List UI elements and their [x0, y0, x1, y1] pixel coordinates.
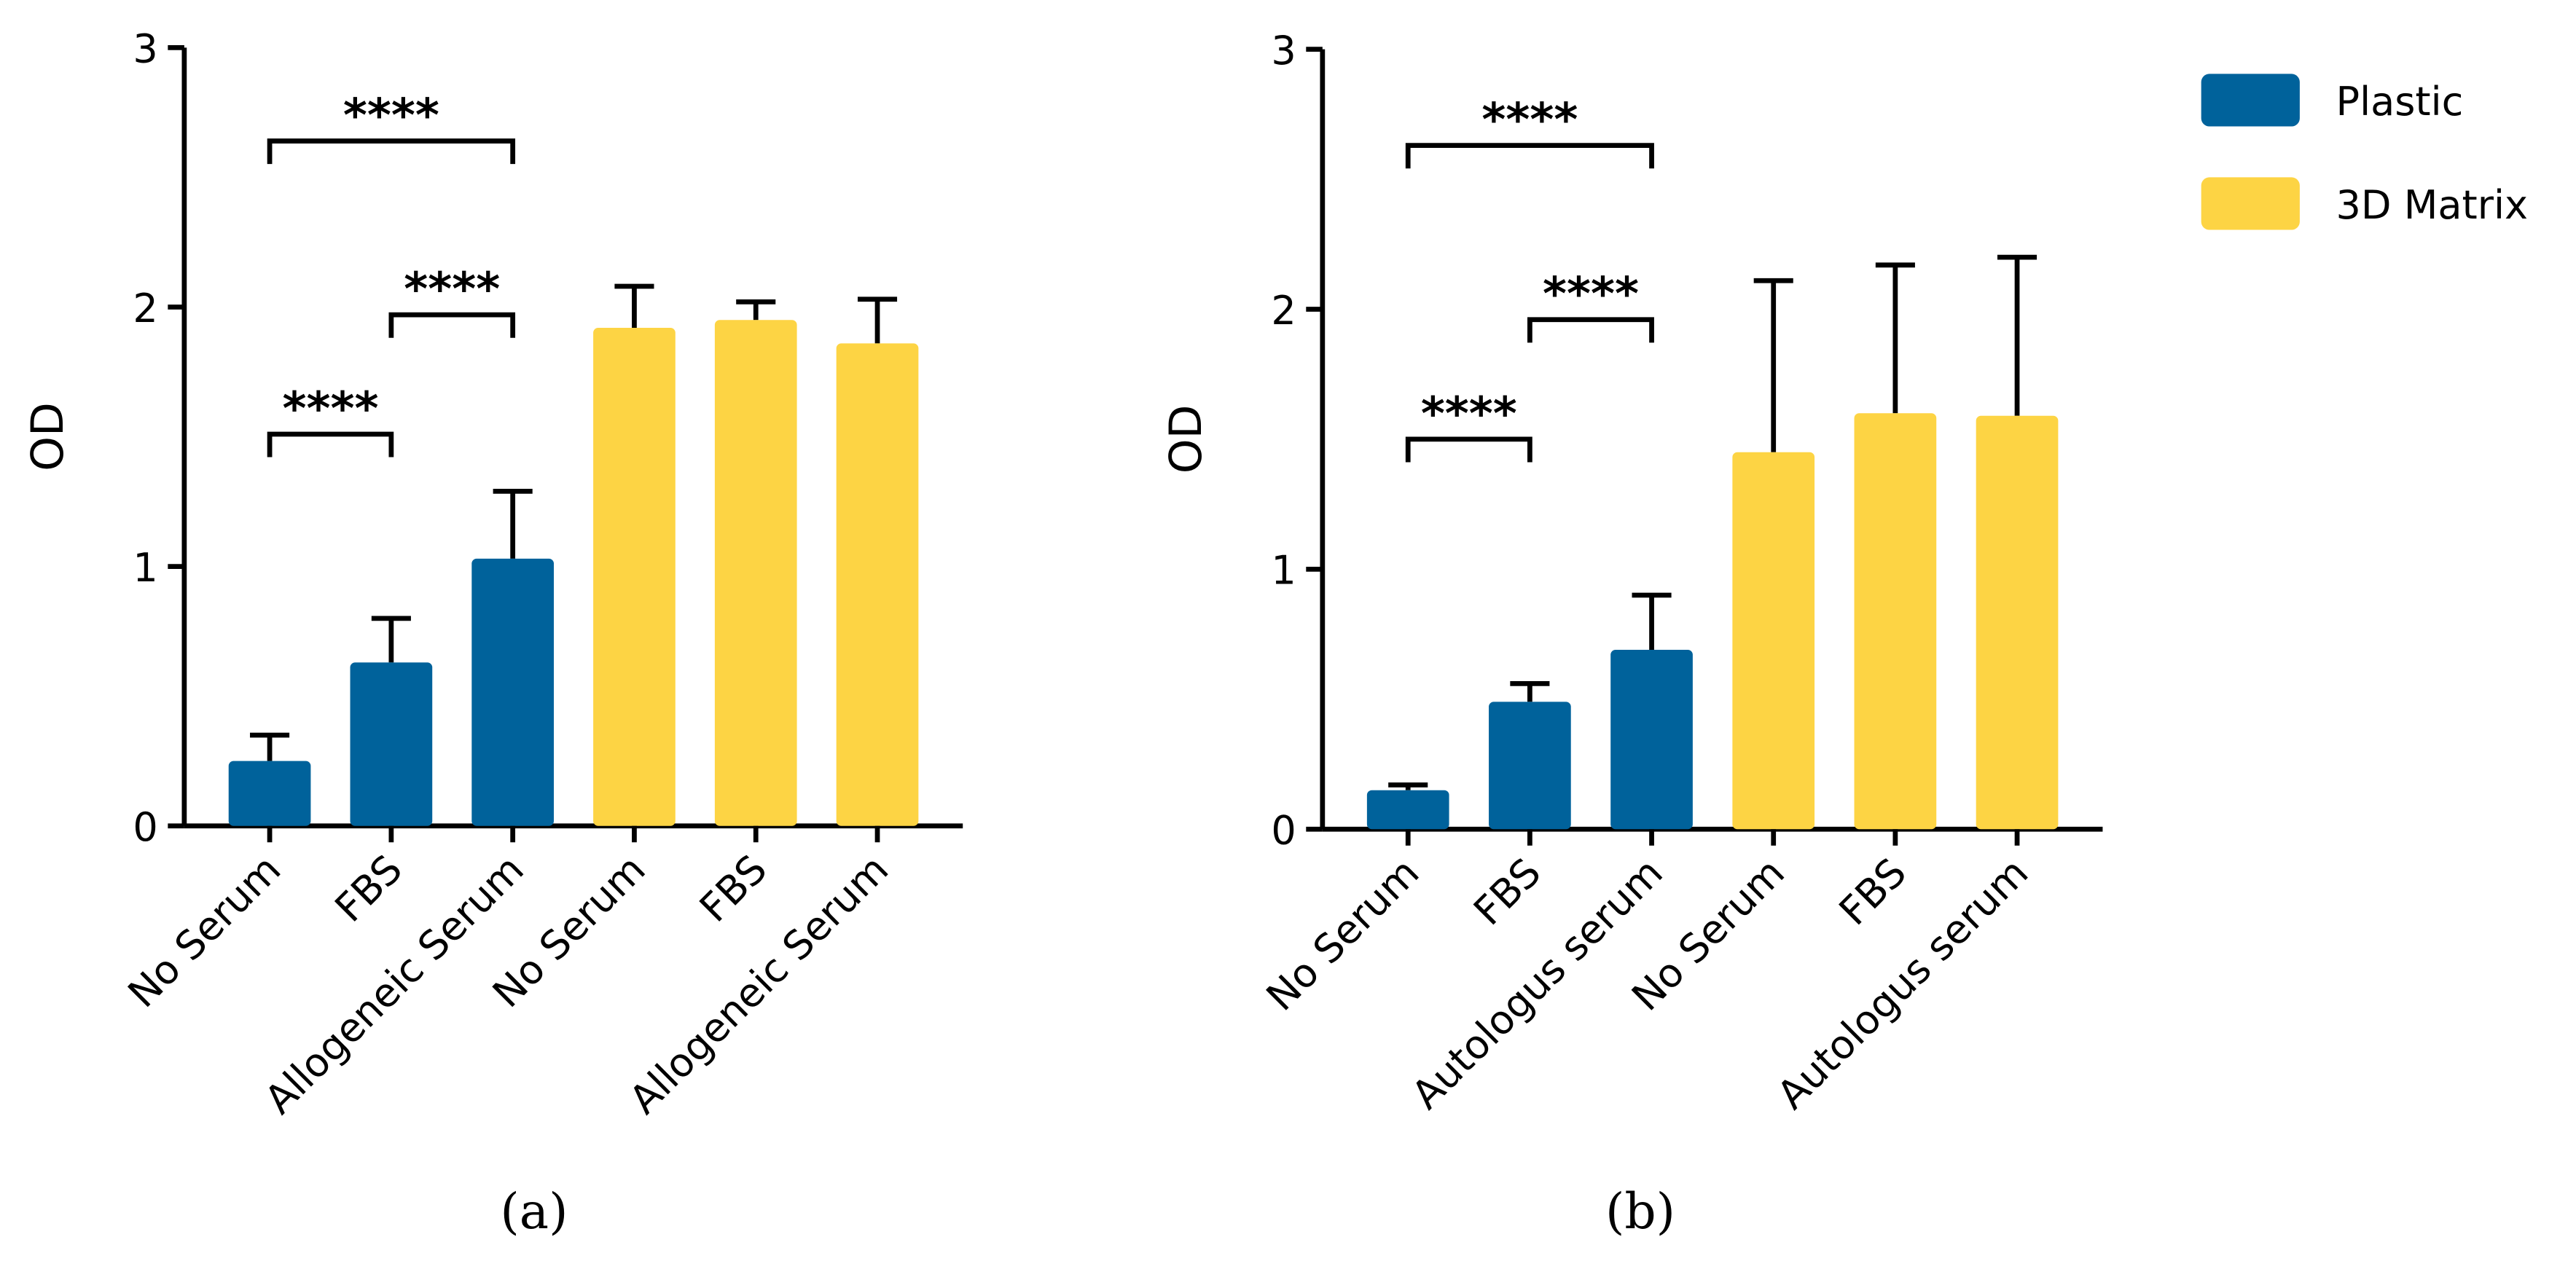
y-tick-label: 1 [133, 545, 157, 591]
significance-bracket [1405, 436, 1532, 463]
legend-label: Plastic [2336, 79, 2463, 125]
bar [836, 343, 919, 826]
x-tick-label: FBS [326, 846, 411, 930]
x-tick-label: No Serum [120, 846, 290, 1016]
bar [593, 327, 676, 826]
x-tick-label: FBS [1465, 849, 1549, 934]
y-tick-label: 0 [1271, 808, 1296, 854]
panel-label: (a) [500, 1182, 568, 1240]
y-tick-label: 3 [1271, 28, 1296, 74]
y-tick-label: 2 [133, 286, 157, 331]
bar [350, 662, 433, 826]
bar [1489, 702, 1571, 830]
y-tick-label: 2 [1271, 288, 1296, 334]
panel-label: (b) [1605, 1182, 1675, 1240]
bar [1366, 790, 1449, 830]
y-tick-label: 0 [133, 804, 157, 850]
x-tick-label: No Serum [1258, 849, 1428, 1020]
y-tick-label: 1 [1271, 548, 1296, 594]
significance-label: **** [282, 381, 378, 435]
bar [1854, 413, 1937, 830]
bar [1610, 649, 1693, 830]
legend-swatch [2201, 177, 2300, 230]
significance-label: **** [1481, 93, 1578, 146]
significance-bracket [1405, 143, 1654, 169]
legend-swatch [2201, 74, 2300, 127]
x-tick-label: FBS [691, 846, 775, 930]
significance-bracket [388, 312, 516, 338]
significance-bracket [267, 138, 516, 165]
significance-bracket [267, 431, 394, 457]
y-axis-label: OD [1161, 405, 1212, 474]
bar [1732, 452, 1815, 830]
significance-label: **** [404, 262, 500, 316]
x-tick-label: FBS [1831, 849, 1915, 934]
legend-label: 3D Matrix [2336, 182, 2528, 228]
significance-label: **** [1421, 386, 1517, 440]
y-tick-label: 3 [133, 26, 157, 72]
bar [228, 761, 311, 826]
significance-label: **** [343, 88, 439, 142]
bar [1976, 415, 2059, 830]
significance-label: **** [1543, 267, 1639, 321]
y-axis-label: OD [23, 402, 74, 471]
bar [471, 558, 555, 826]
significance-bracket [1527, 317, 1654, 343]
bar [714, 320, 797, 826]
